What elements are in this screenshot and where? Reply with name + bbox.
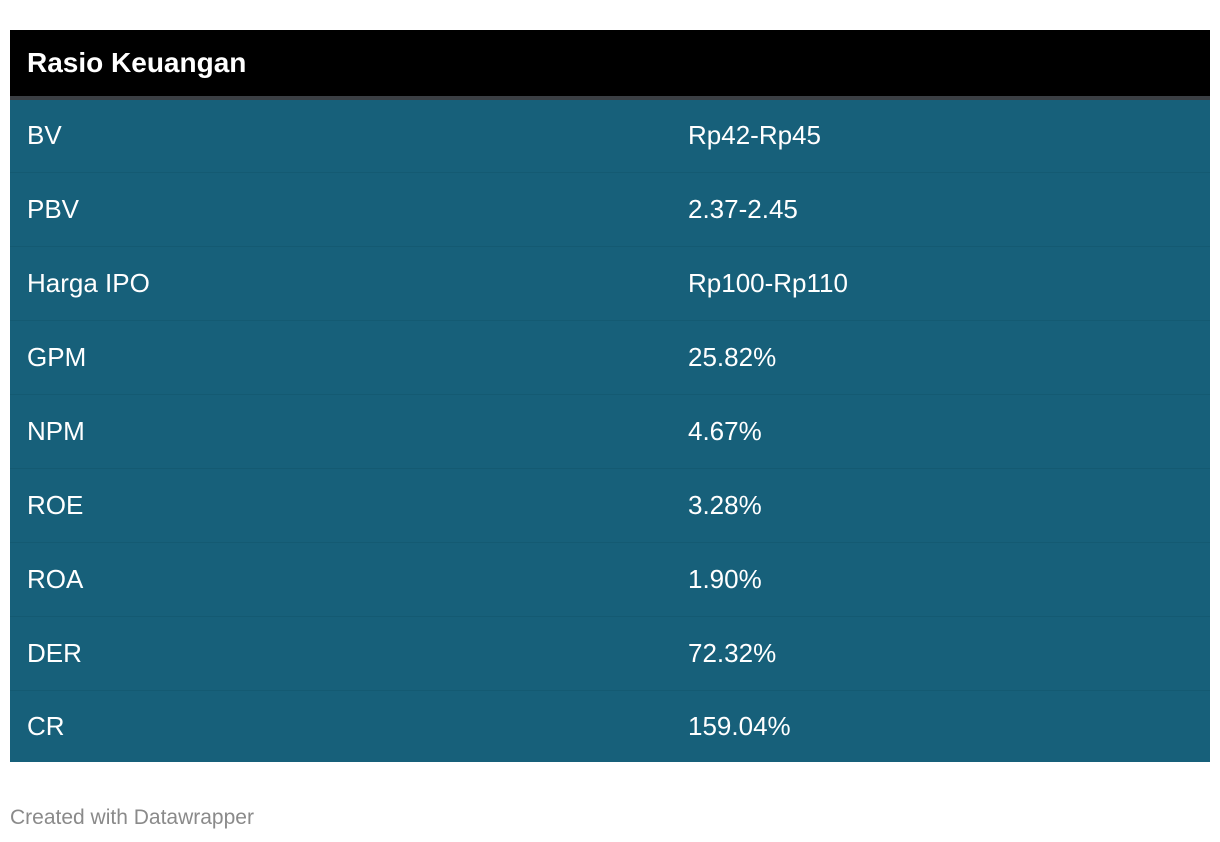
- ratio-value: 4.67%: [671, 394, 1211, 469]
- ratio-value: 72.32%: [671, 616, 1211, 691]
- table-row: PBV 2.37-2.45: [10, 172, 1211, 247]
- ratio-label: ROE: [10, 468, 671, 543]
- table-title: Rasio Keuangan: [10, 30, 1211, 100]
- ratio-value: Rp100-Rp110: [671, 246, 1211, 321]
- ratio-value: Rp42-Rp45: [671, 98, 1211, 173]
- ratio-label: DER: [10, 616, 671, 691]
- table-header: Rasio Keuangan: [10, 30, 1211, 100]
- table-body: BV Rp42-Rp45 PBV 2.37-2.45 Harga IPO Rp100-Rp…: [10, 98, 1211, 762]
- ratio-label: NPM: [10, 394, 671, 469]
- table-row: ROA 1.90%: [10, 542, 1211, 617]
- table-row: CR 159.04%: [10, 690, 1211, 762]
- ratio-value: 25.82%: [671, 320, 1211, 395]
- table-row: GPM 25.82%: [10, 320, 1211, 395]
- table-row: DER 72.32%: [10, 616, 1211, 691]
- ratio-label: GPM: [10, 320, 671, 395]
- datawrapper-credit[interactable]: Created with Datawrapper: [10, 806, 254, 829]
- ratio-label: ROA: [10, 542, 671, 617]
- ratio-value: 3.28%: [671, 468, 1211, 543]
- ratio-value: 2.37-2.45: [671, 172, 1211, 247]
- ratio-label: PBV: [10, 172, 671, 247]
- ratio-value: 159.04%: [671, 690, 1211, 762]
- header-row: Rasio Keuangan: [10, 30, 1211, 100]
- table-row: BV Rp42-Rp45: [10, 98, 1211, 173]
- table-row: ROE 3.28%: [10, 468, 1211, 543]
- financial-ratio-table: Rasio Keuangan BV Rp42-Rp45 PBV 2.37-2.45 Ha…: [10, 30, 1211, 762]
- financial-ratio-table-container: Rasio Keuangan BV Rp42-Rp45 PBV 2.37-2.45 Ha…: [10, 30, 1211, 762]
- table-row: Harga IPO Rp100-Rp110: [10, 246, 1211, 321]
- table-row: NPM 4.67%: [10, 394, 1211, 469]
- ratio-value: 1.90%: [671, 542, 1211, 617]
- ratio-label: Harga IPO: [10, 246, 671, 321]
- ratio-label: BV: [10, 98, 671, 173]
- ratio-label: CR: [10, 690, 671, 762]
